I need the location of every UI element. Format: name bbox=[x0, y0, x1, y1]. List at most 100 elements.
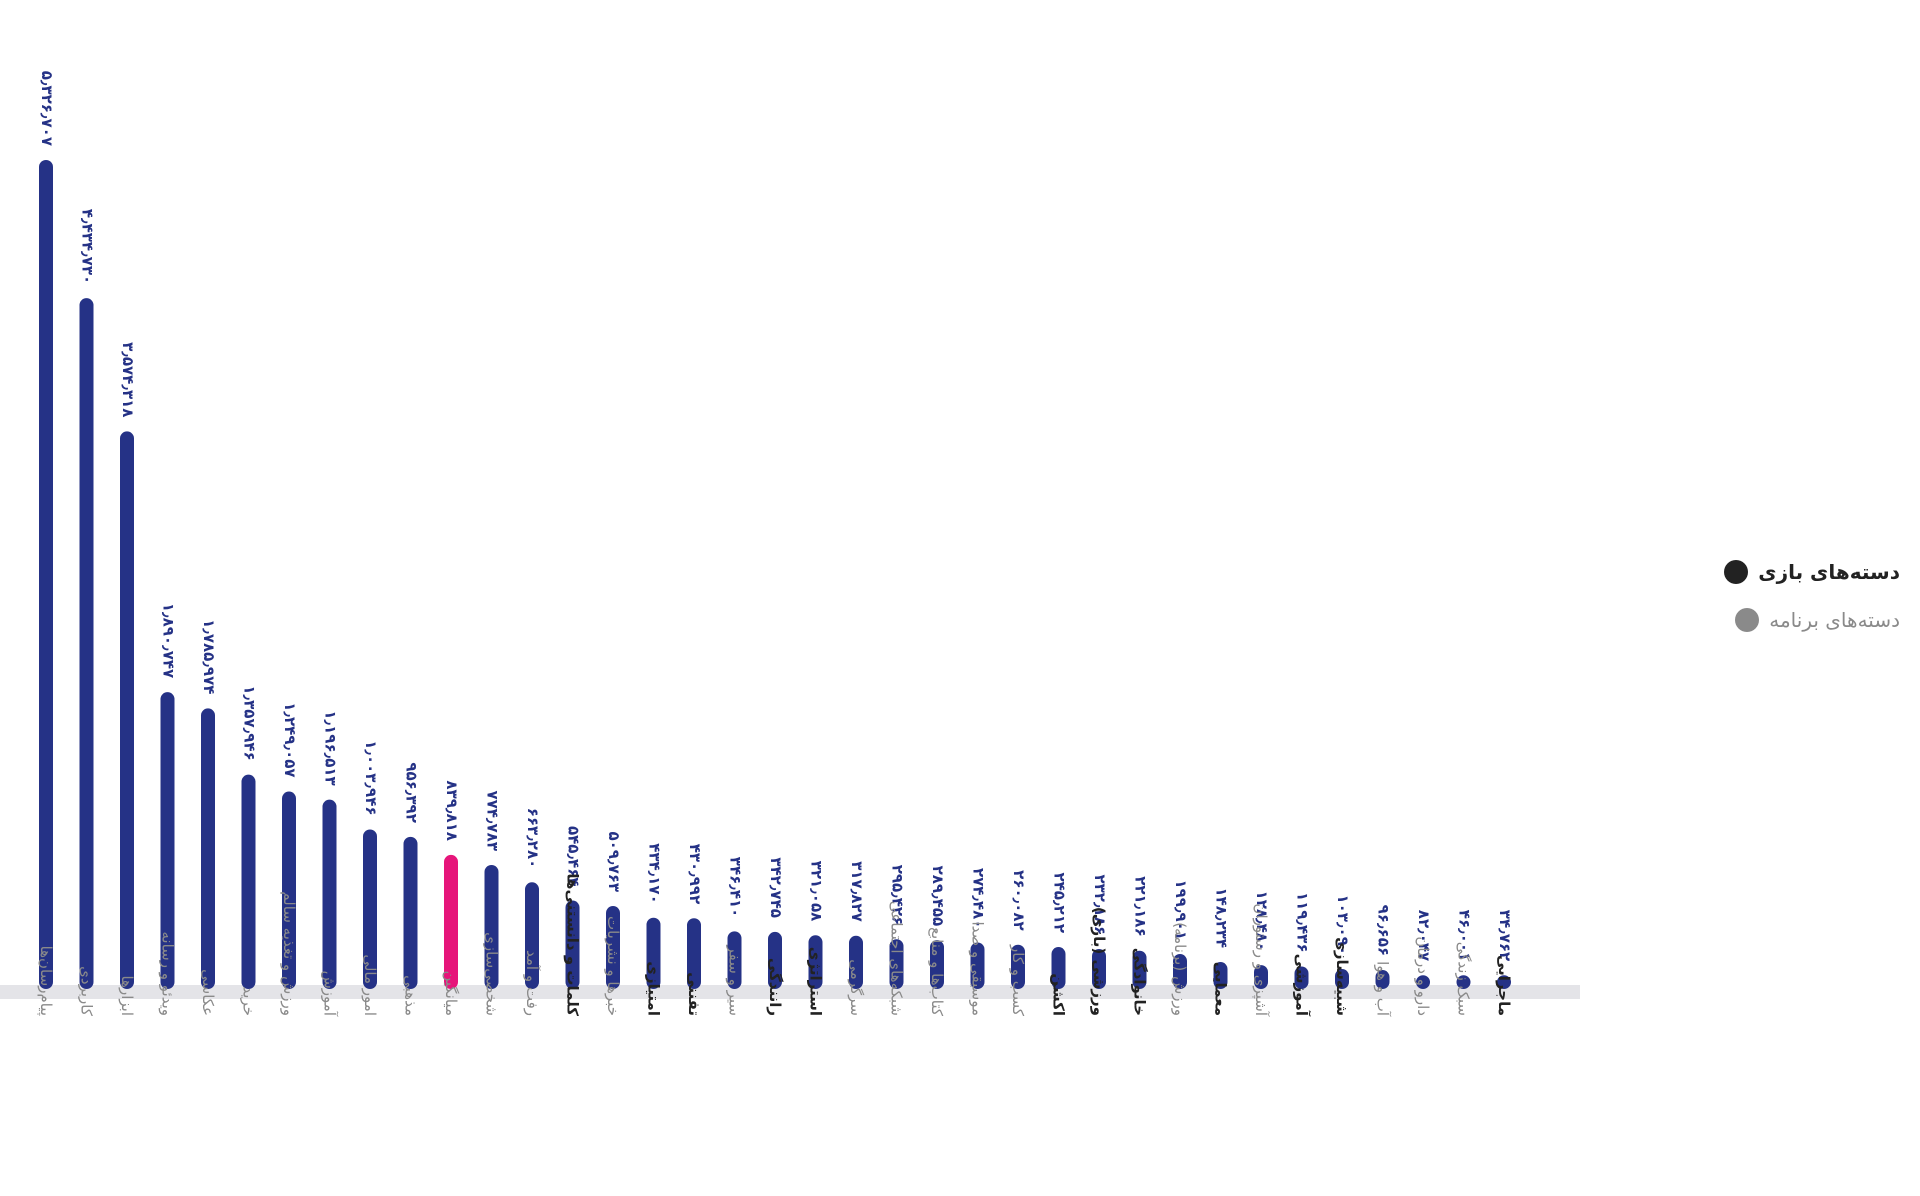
data-label-4: ۱٫۷۸۵٫۹۷۴ bbox=[200, 619, 218, 694]
category-label-29: معمایی bbox=[1212, 962, 1230, 1016]
bar-13[interactable] bbox=[565, 900, 580, 989]
category-label-31: آموزشی bbox=[1293, 954, 1311, 1017]
data-label-8: ۱٫۰۰۳٫۹۴۶ bbox=[362, 740, 380, 815]
bar-17[interactable] bbox=[727, 931, 742, 989]
data-label-29: ۱۴۸٫۲۳۴ bbox=[1213, 887, 1231, 948]
data-label-28: ۱۹۹٫۹۰۱ bbox=[1172, 879, 1190, 940]
data-label-36: ۳۴٫۷۶۲ bbox=[1496, 910, 1514, 961]
data-label-1: ۴٫۴۳۴٫۷۳۰ bbox=[79, 209, 97, 284]
category-label-16: تفننی bbox=[685, 972, 703, 1016]
data-label-5: ۱٫۳۵۷٫۹۴۶ bbox=[241, 685, 259, 760]
data-label-12: ۶۶۳٫۲۸۰ bbox=[524, 808, 542, 869]
category-label-20: سرگرمی bbox=[847, 959, 865, 1016]
category-label-15: امتیازی bbox=[645, 961, 663, 1016]
data-label-22: ۲۸۹٫۴۵۵ bbox=[929, 866, 947, 927]
data-label-9: ۹۵۶٫۳۹۲ bbox=[403, 762, 421, 823]
category-label-17: سیر و سفر bbox=[726, 944, 744, 1016]
data-label-16: ۴۳۰٫۹۹۲ bbox=[686, 844, 704, 905]
bar-12[interactable] bbox=[525, 882, 539, 989]
legend-dot-app-icon bbox=[1735, 608, 1760, 632]
category-label-8: امور مالی bbox=[361, 954, 379, 1016]
bar-6[interactable] bbox=[282, 791, 296, 989]
bar-29[interactable] bbox=[1213, 962, 1228, 989]
category-label-6: ورزش و تغذیه سالم bbox=[280, 891, 298, 1016]
bar-23[interactable] bbox=[970, 942, 985, 989]
bar-2[interactable] bbox=[120, 431, 134, 989]
bar-35[interactable] bbox=[1456, 975, 1471, 989]
data-label-19: ۳۲۱٫۰۵۸ bbox=[808, 861, 826, 922]
legend-item-game-categories[interactable]: دسته‌های بازی bbox=[1724, 560, 1900, 584]
category-label-23: موسیقی و صدا bbox=[969, 921, 987, 1016]
data-label-3: ۱٫۸۹۰٫۷۴۷ bbox=[160, 603, 178, 678]
category-label-22: کتاب‌ها و منابع bbox=[928, 927, 946, 1017]
category-label-26: ورزشی (بازی) bbox=[1090, 907, 1108, 1016]
bar-27[interactable] bbox=[1132, 950, 1147, 989]
category-label-33: آب و هوا bbox=[1374, 961, 1392, 1017]
bar-7[interactable] bbox=[322, 799, 337, 989]
category-label-25: اکشن bbox=[1050, 973, 1068, 1016]
category-label-11: شخصی‌سازی bbox=[483, 932, 501, 1016]
bar-9[interactable] bbox=[403, 836, 418, 989]
category-label-24: کسب و کار bbox=[1009, 944, 1027, 1017]
data-label-32: ۱۰۳٫۰۹۰ bbox=[1334, 894, 1352, 955]
category-label-10: میانگین bbox=[442, 970, 460, 1016]
data-label-26: ۲۳۲٫۱۸۶ bbox=[1091, 874, 1109, 935]
bar-28[interactable] bbox=[1173, 954, 1187, 989]
data-label-33: ۹۶٫۶۵۶ bbox=[1375, 905, 1393, 956]
bar-25[interactable] bbox=[1051, 947, 1066, 989]
bar-11[interactable] bbox=[484, 865, 499, 989]
data-label-25: ۲۴۵٫۲۱۲ bbox=[1051, 872, 1069, 933]
category-label-4: عکاسی bbox=[199, 969, 217, 1016]
category-label-30: آشپزی و رستوران bbox=[1251, 903, 1270, 1016]
data-label-30: ۱۲۸٫۴۸۰ bbox=[1253, 891, 1271, 952]
bar-16[interactable] bbox=[687, 918, 701, 989]
category-label-5: خرید bbox=[240, 986, 258, 1016]
bar-18[interactable] bbox=[768, 931, 782, 989]
bar-20[interactable] bbox=[849, 935, 863, 989]
category-label-9: مذهبی bbox=[402, 975, 420, 1016]
data-label-34: ۸۲٫۰۴۷ bbox=[1415, 910, 1433, 961]
bar-21[interactable] bbox=[889, 939, 904, 989]
bar-19[interactable] bbox=[808, 935, 823, 989]
bar-31[interactable] bbox=[1294, 966, 1309, 989]
data-label-15: ۴۳۴٫۱۷۰ bbox=[646, 843, 664, 904]
bar-26[interactable] bbox=[1092, 949, 1106, 989]
data-label-10: ۸۳۹٫۸۱۸ bbox=[443, 780, 461, 841]
category-label-3: ویدئو و رسانه bbox=[159, 931, 177, 1016]
bar-15[interactable] bbox=[646, 917, 661, 989]
data-label-2: ۳٫۵۷۴٫۳۱۸ bbox=[119, 342, 137, 417]
legend-label-app: دسته‌های برنامه bbox=[1769, 608, 1900, 632]
data-label-6: ۱٫۲۴۹٫۰۵۷ bbox=[281, 702, 299, 777]
category-label-0: پیام‌رسان‌ها bbox=[36, 946, 55, 1016]
bar-1[interactable] bbox=[79, 298, 94, 990]
legend-label-game: دسته‌های بازی bbox=[1758, 560, 1900, 584]
category-label-21: شبکه‌های اجتماعی bbox=[888, 901, 906, 1016]
data-label-31: ۱۱۹٫۴۳۶ bbox=[1294, 892, 1312, 953]
bar-3[interactable] bbox=[160, 692, 175, 989]
bar-0[interactable] bbox=[39, 160, 53, 989]
data-label-11: ۷۷۴٫۷۸۳ bbox=[484, 790, 502, 851]
bar-32[interactable] bbox=[1335, 969, 1349, 989]
data-label-13: ۵۴۵٫۴۶۴ bbox=[565, 826, 583, 887]
bar-22[interactable] bbox=[930, 940, 944, 989]
data-label-7: ۱٫۱۹۶٫۵۱۳ bbox=[322, 710, 340, 785]
category-label-2: ابزارها bbox=[118, 975, 136, 1016]
bar-36[interactable] bbox=[1497, 975, 1511, 989]
bar-30[interactable] bbox=[1254, 965, 1268, 989]
legend: دسته‌های بازی دسته‌های برنامه bbox=[1724, 560, 1900, 656]
bar-14[interactable] bbox=[606, 906, 620, 989]
data-label-23: ۲۷۴٫۴۸۰ bbox=[970, 868, 988, 929]
bar-4[interactable] bbox=[201, 708, 215, 989]
bar-8[interactable] bbox=[363, 829, 377, 989]
category-label-13: کلمات و دانستنی‌ها bbox=[564, 873, 582, 1016]
bar-33[interactable] bbox=[1375, 970, 1390, 989]
category-label-18: رانندگی bbox=[766, 958, 784, 1016]
data-label-27: ۲۲۱٫۱۸۶ bbox=[1132, 876, 1150, 937]
bar-10[interactable] bbox=[444, 854, 458, 989]
bar-24[interactable] bbox=[1011, 944, 1025, 989]
bar-34[interactable] bbox=[1416, 975, 1430, 989]
legend-item-app-categories[interactable]: دسته‌های برنامه bbox=[1724, 608, 1900, 632]
data-label-17: ۳۴۶٫۴۱۰ bbox=[727, 857, 745, 918]
data-label-35: ۴۶٫۰۰۱ bbox=[1456, 910, 1474, 961]
bar-5[interactable] bbox=[241, 774, 256, 989]
